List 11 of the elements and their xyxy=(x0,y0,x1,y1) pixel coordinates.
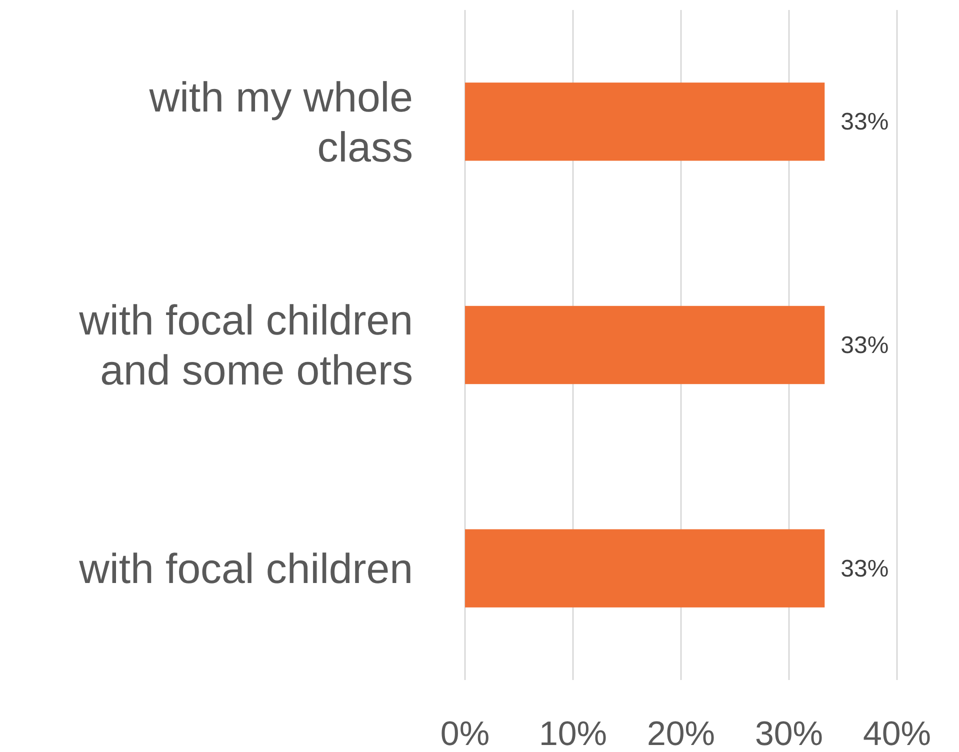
x-tick-label: 30% xyxy=(754,715,824,752)
y-tick-label: with my whole class xyxy=(148,73,413,170)
x-tick-label: 40% xyxy=(862,715,932,752)
y-tick-label: with focal children xyxy=(78,545,413,592)
x-tick-label: 10% xyxy=(538,715,608,752)
data-label: 33% xyxy=(840,332,889,359)
y-tick-label: with focal children and some others xyxy=(78,296,413,394)
x-tick-label: 0% xyxy=(440,715,490,752)
x-tick-label: 20% xyxy=(646,715,716,752)
data-label: 33% xyxy=(840,555,889,582)
data-label: 33% xyxy=(840,108,889,136)
